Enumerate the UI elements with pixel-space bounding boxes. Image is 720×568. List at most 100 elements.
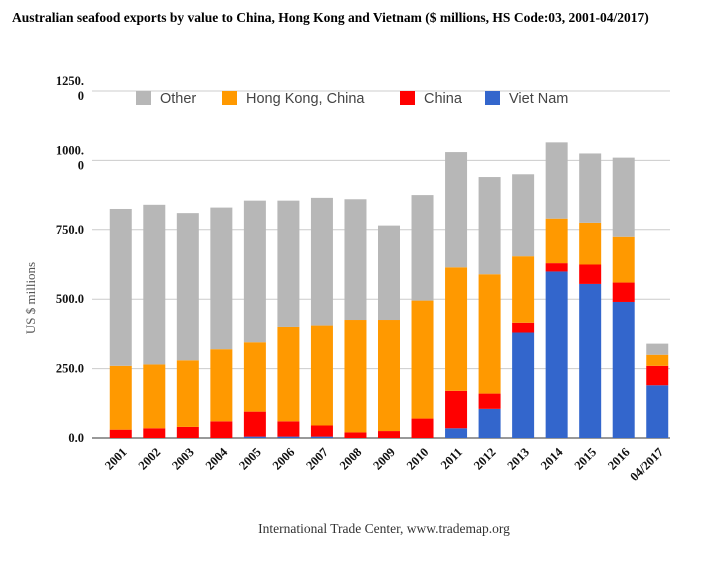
bar-segment — [378, 431, 400, 438]
bar-segment — [445, 152, 468, 268]
bar-segment — [512, 332, 535, 438]
legend-label: Other — [160, 91, 196, 107]
x-tick-label: 2012 — [471, 445, 499, 473]
y-axis-ticks: 0.0 250.0 500.0 750.0 1000. 0 1250. 0 — [56, 74, 84, 445]
bar-segment — [176, 426, 199, 438]
bar-segment — [143, 204, 166, 365]
bar-segment — [344, 432, 367, 438]
bar-segment — [545, 142, 568, 219]
x-tick-label: 2014 — [538, 445, 566, 473]
bar-segment — [612, 301, 635, 438]
x-tick-label: 2002 — [136, 445, 164, 473]
x-tick-label: 2010 — [404, 445, 432, 473]
x-tick-label: 2016 — [605, 445, 633, 473]
y-axis-title: US $ millions — [23, 262, 38, 334]
bar-segment — [277, 421, 300, 437]
bar-segment — [478, 408, 501, 438]
legend-item: Other — [136, 91, 196, 107]
bar-segment — [277, 326, 300, 422]
bar-segment — [545, 271, 568, 438]
bar-segment — [277, 200, 300, 327]
bar-segment — [646, 385, 669, 438]
x-tick-label: 2009 — [370, 445, 398, 473]
legend-swatch — [485, 91, 500, 105]
y-tick-label: 0.0 — [68, 431, 84, 445]
x-tick-label: 2006 — [270, 445, 298, 473]
bar-segment — [109, 208, 132, 366]
bar-segment — [646, 354, 669, 366]
y-tick-label: 1250. 0 — [56, 74, 84, 103]
bar-segment — [310, 425, 333, 437]
bar-segment — [243, 411, 266, 437]
bar-segment — [143, 364, 166, 429]
bar-segment — [243, 200, 266, 343]
bar-segment — [210, 421, 233, 438]
bar-segment — [176, 360, 199, 427]
bar-segment — [445, 428, 468, 438]
bar-segment — [109, 429, 132, 438]
x-tick-label: 2013 — [504, 445, 532, 473]
x-tick-label: 2007 — [303, 445, 331, 473]
legend-item: Viet Nam — [485, 91, 568, 107]
bar-segment — [344, 199, 367, 321]
legend-label: Hong Kong, China — [246, 91, 365, 107]
bar-segment — [445, 390, 468, 429]
bar-segment — [478, 274, 501, 394]
bar-segment — [243, 342, 266, 412]
legend-label: China — [424, 91, 463, 107]
source-note: International Trade Center, www.trademap… — [258, 521, 510, 536]
bar-segment — [445, 267, 468, 391]
bar-segment — [612, 236, 635, 283]
bar-segment — [277, 436, 300, 438]
bar-segment — [545, 263, 568, 272]
bar-segment — [210, 207, 233, 350]
bar-segment — [646, 365, 669, 386]
bar-segment — [210, 349, 233, 422]
bar-segment — [411, 195, 434, 301]
chart-title: Australian seafood exports by value to C… — [12, 10, 649, 25]
bar-segment — [411, 418, 434, 438]
x-tick-label: 2003 — [169, 445, 197, 473]
bar-segment — [143, 428, 166, 438]
bar-segment — [310, 197, 333, 326]
y-tick-label: 750.0 — [56, 223, 84, 237]
bar-segment — [378, 320, 400, 432]
x-tick-label: 2005 — [236, 445, 264, 473]
x-axis-ticks: 2001 2002 2003 2004 2005 2006 2007 2008 2009 2010… — [102, 445, 666, 484]
legend-swatch — [222, 91, 237, 105]
bar-segment — [344, 320, 367, 433]
y-tick-label: 1000. 0 — [56, 143, 84, 172]
bar-segment — [411, 300, 434, 419]
bar-segment — [579, 283, 602, 438]
bar-segment — [512, 174, 535, 257]
bar-segment — [579, 153, 602, 223]
x-tick-label: 2001 — [102, 445, 130, 473]
bar-segment — [478, 177, 501, 275]
y-tick-label: 500.0 — [56, 292, 84, 306]
legend-swatch — [400, 91, 415, 105]
bar-segment — [579, 222, 602, 265]
bar-segment — [243, 436, 266, 438]
y-tick-label: 250.0 — [56, 362, 84, 376]
bar-segment — [545, 218, 568, 264]
bar-segment — [512, 256, 535, 323]
bar-segment — [512, 322, 535, 333]
x-tick-label: 2015 — [572, 445, 600, 473]
bar-segment — [310, 436, 333, 438]
legend-item: China — [400, 91, 463, 107]
bar-segment — [109, 365, 132, 430]
x-tick-label: 2008 — [337, 445, 365, 473]
legend-label: Viet Nam — [509, 91, 568, 107]
bar-segment — [579, 264, 602, 284]
bar-segment — [646, 343, 669, 355]
x-tick-label: 2011 — [438, 445, 465, 472]
x-tick-label: 04/2017 — [627, 445, 666, 484]
bar-segment — [478, 393, 501, 409]
bar-segment — [612, 157, 635, 237]
bar-segment — [612, 282, 635, 302]
bar-segment — [378, 225, 400, 321]
legend-swatch — [136, 91, 151, 105]
x-tick-label: 2004 — [203, 445, 231, 473]
bar-segment — [310, 325, 333, 426]
